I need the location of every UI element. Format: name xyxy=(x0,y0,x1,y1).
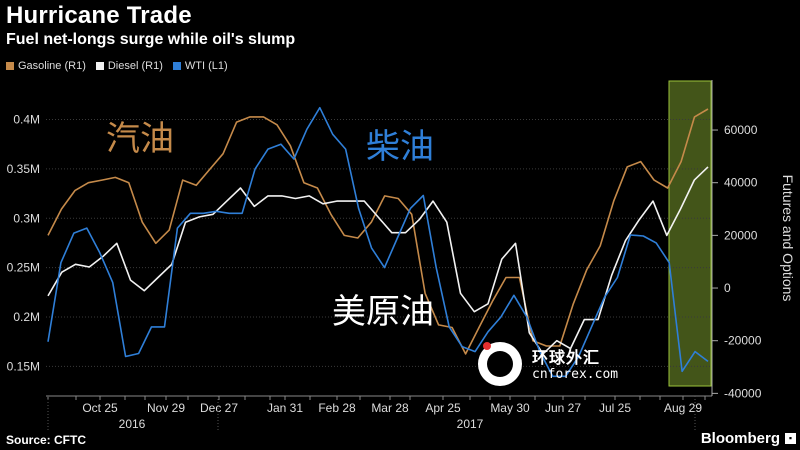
series-line-wti xyxy=(47,106,709,378)
legend-label: WTI (L1) xyxy=(184,60,228,72)
right-y-axis: -40000 -20000 0 20000 40000 60000 xyxy=(711,80,762,400)
left-tick-label: 0.25M xyxy=(7,261,40,275)
series-line-diesel xyxy=(47,166,709,355)
x-tick-label: Nov 29 xyxy=(147,401,185,415)
annotation-wti: 柴油 xyxy=(366,127,434,167)
legend-item: WTI (L1) xyxy=(172,60,228,72)
x-tick-label: Jun 27 xyxy=(545,401,581,415)
legend-item: Gasoline (R1) xyxy=(6,60,86,72)
brand-logo: Bloomberg xyxy=(700,430,780,447)
right-tick-label: 20000 xyxy=(724,228,758,242)
watermark-url: cnforex.com xyxy=(532,367,619,382)
x-tick-label: Feb 28 xyxy=(318,401,356,415)
right-axis-label: Futures and Options xyxy=(780,175,796,302)
legend: Gasoline (R1) Diesel (R1) WTI (L1) xyxy=(6,60,228,72)
x-tick-label: Oct 25 xyxy=(82,401,118,415)
annotation-diesel: 美原油 xyxy=(332,292,434,332)
left-tick-label: 0.2M xyxy=(13,310,40,324)
x-tick-label: Apr 25 xyxy=(425,401,461,415)
left-tick-label: 0.15M xyxy=(7,359,40,373)
left-tick-label: 0.35M xyxy=(7,162,40,176)
annotation-gasoline: 汽油 xyxy=(106,119,174,159)
legend-label: Diesel (R1) xyxy=(107,60,163,72)
x-tick-label: Aug 29 xyxy=(664,401,702,415)
right-tick-label: 0 xyxy=(724,281,731,295)
legend-swatch xyxy=(172,62,181,70)
gridlines xyxy=(46,119,712,367)
source-note: Source: CFTC xyxy=(6,433,87,447)
legend-swatch xyxy=(6,62,14,70)
forecast-highlight xyxy=(668,80,712,387)
right-tick-label: 40000 xyxy=(724,176,758,190)
series-line-gasoline xyxy=(47,108,709,355)
year-label: 2017 xyxy=(457,417,484,431)
watermark-text: 环球外汇 xyxy=(532,350,601,367)
chart-subtitle: Fuel net-longs surge while oil's slump xyxy=(6,31,296,48)
chart-title: Hurricane Trade xyxy=(6,2,192,29)
brand-icon: ▪ xyxy=(785,433,796,444)
x-tick-label: Jul 25 xyxy=(599,401,631,415)
x-axis: Oct 25 Nov 29 Dec 27 Jan 31 Feb 28 Mar 28 Apr … xyxy=(46,395,712,431)
x-tick-label: Mar 28 xyxy=(371,401,409,415)
x-tick-label: Jan 31 xyxy=(267,401,303,415)
legend-label: Gasoline (R1) xyxy=(18,60,86,72)
year-label: 2016 xyxy=(119,417,146,431)
watermark-logo xyxy=(478,342,522,386)
series-lines xyxy=(47,106,709,378)
left-tick-label: 0.3M xyxy=(13,211,40,225)
right-tick-label: 60000 xyxy=(724,123,758,137)
x-tick-label: May 30 xyxy=(490,401,530,415)
left-y-axis: 0.15M 0.2M 0.25M 0.3M 0.35M 0.4M xyxy=(7,113,40,374)
legend-item: Diesel (R1) xyxy=(95,60,163,72)
right-tick-label: -20000 xyxy=(724,334,762,348)
left-tick-label: 0.4M xyxy=(13,113,40,127)
x-tick-label: Dec 27 xyxy=(200,401,238,415)
right-tick-label: -40000 xyxy=(724,386,762,400)
legend-swatch xyxy=(95,62,104,70)
